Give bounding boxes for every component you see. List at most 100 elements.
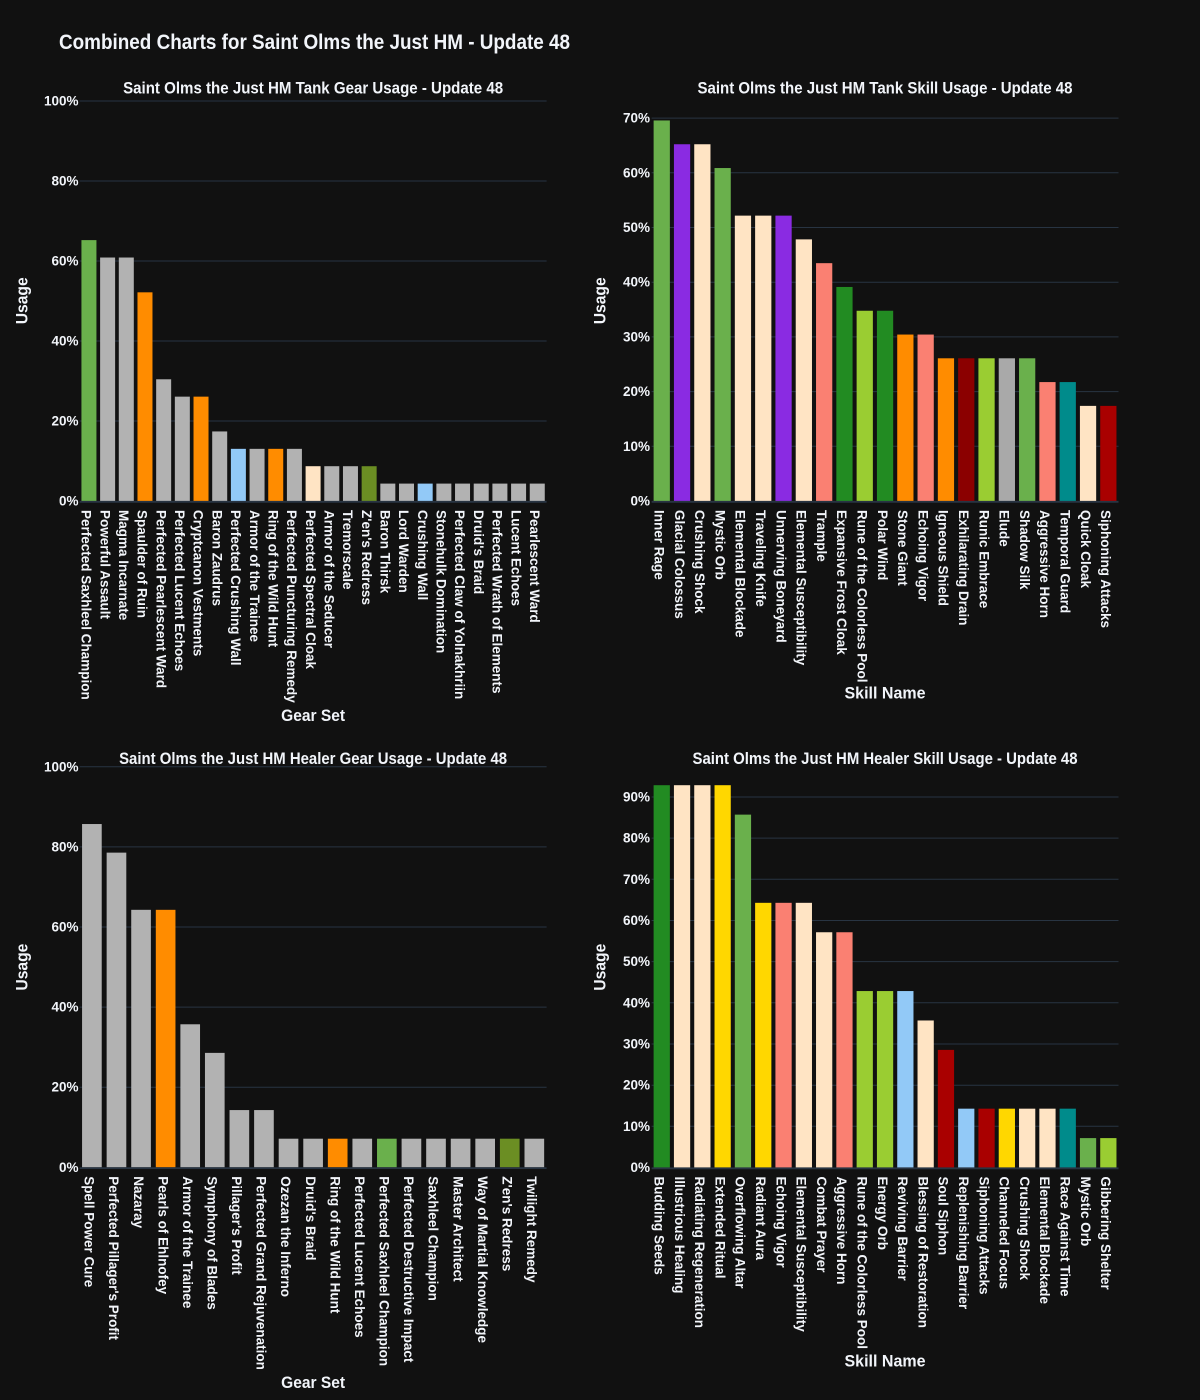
svg-text:Cryptcanon Vestments: Cryptcanon Vestments — [191, 510, 206, 656]
svg-text:20%: 20% — [51, 1080, 78, 1095]
svg-text:Spaulder of Ruin: Spaulder of Ruin — [135, 510, 150, 618]
svg-text:Combined Charts for Saint Olms: Combined Charts for Saint Olms the Just … — [59, 31, 570, 54]
svg-text:Perfected Spectral Cloak: Perfected Spectral Cloak — [303, 510, 318, 670]
svg-text:Quick Cloak: Quick Cloak — [1078, 510, 1093, 589]
svg-text:Channeled Focus: Channeled Focus — [997, 1177, 1012, 1290]
svg-text:0%: 0% — [630, 494, 650, 509]
svg-text:Soul Siphon: Soul Siphon — [936, 1177, 951, 1256]
svg-text:0%: 0% — [59, 494, 79, 509]
svg-text:60%: 60% — [51, 254, 78, 269]
svg-text:Saint Olms the Just HM Tank Sk: Saint Olms the Just HM Tank Skill Usage … — [698, 79, 1073, 98]
svg-text:Crushing Shock: Crushing Shock — [1017, 1177, 1032, 1281]
svg-text:Baron Zaudrus: Baron Zaudrus — [209, 510, 224, 606]
svg-text:Nazaray: Nazaray — [131, 1176, 146, 1228]
svg-text:Armor of the Seducer: Armor of the Seducer — [321, 510, 336, 649]
svg-text:Crushing Shock: Crushing Shock — [692, 510, 707, 614]
svg-text:Master Architect: Master Architect — [450, 1176, 465, 1282]
svg-text:Perfected Saxhleel Champion: Perfected Saxhleel Champion — [79, 510, 94, 700]
svg-text:Pearls of Ehlnofey: Pearls of Ehlnofey — [155, 1176, 170, 1294]
svg-text:Baron Thirsk: Baron Thirsk — [378, 510, 393, 594]
svg-text:70%: 70% — [623, 872, 650, 887]
svg-text:Twilight Remedy: Twilight Remedy — [524, 1176, 539, 1283]
svg-text:90%: 90% — [623, 790, 650, 805]
svg-text:80%: 80% — [623, 831, 650, 846]
svg-text:Pillager's Profit: Pillager's Profit — [229, 1176, 244, 1275]
svg-text:Polar Wind: Polar Wind — [875, 510, 890, 580]
svg-text:20%: 20% — [51, 414, 78, 429]
svg-text:Stone Giant: Stone Giant — [895, 510, 910, 586]
svg-text:Pearlescent Ward: Pearlescent Ward — [527, 510, 542, 623]
svg-text:Ring of the Wild Hunt: Ring of the Wild Hunt — [265, 510, 280, 648]
svg-text:100%: 100% — [44, 94, 79, 109]
svg-text:Siphoning Attacks: Siphoning Attacks — [976, 1177, 991, 1295]
svg-text:Igneous Shield: Igneous Shield — [936, 510, 951, 606]
svg-text:Armor of the Trainee: Armor of the Trainee — [247, 510, 262, 643]
svg-text:Perfected Lucent Echoes: Perfected Lucent Echoes — [352, 1176, 367, 1337]
svg-text:Elude: Elude — [997, 510, 1012, 547]
svg-text:Ring of the Wild Hunt: Ring of the Wild Hunt — [327, 1176, 342, 1314]
svg-text:Usage: Usage — [13, 944, 32, 991]
svg-text:10%: 10% — [623, 1119, 650, 1134]
svg-text:Echoing Vigor: Echoing Vigor — [915, 510, 930, 602]
svg-text:Elemental Blockade: Elemental Blockade — [1037, 1177, 1052, 1305]
svg-text:Elemental Susceptibility: Elemental Susceptibility — [794, 1177, 809, 1333]
svg-text:Rune of the Colorless Pool: Rune of the Colorless Pool — [854, 1177, 869, 1350]
svg-text:Expansive Frost Cloak: Expansive Frost Cloak — [834, 510, 849, 655]
svg-text:40%: 40% — [623, 995, 650, 1010]
svg-text:Perfected Destructive Impact: Perfected Destructive Impact — [401, 1176, 416, 1363]
svg-text:Perfected Crushing Wall: Perfected Crushing Wall — [228, 510, 243, 666]
svg-text:Overflowing Altar: Overflowing Altar — [733, 1177, 748, 1290]
svg-text:Saint Olms the Just HM Healer: Saint Olms the Just HM Healer Skill Usag… — [693, 749, 1078, 768]
svg-text:Druid's Braid: Druid's Braid — [303, 1176, 318, 1260]
svg-text:Radiant Aura: Radiant Aura — [753, 1177, 768, 1261]
svg-text:Tremorscale: Tremorscale — [340, 510, 355, 590]
svg-text:Radiating Regeneration: Radiating Regeneration — [692, 1177, 707, 1329]
svg-text:20%: 20% — [623, 1078, 650, 1093]
svg-text:Z'en's Redress: Z'en's Redress — [499, 1176, 514, 1271]
svg-text:Skill Name: Skill Name — [845, 683, 926, 702]
svg-text:30%: 30% — [623, 329, 650, 344]
svg-text:Gear Set: Gear Set — [281, 706, 345, 725]
svg-text:Elemental Blockade: Elemental Blockade — [733, 510, 748, 638]
svg-text:40%: 40% — [623, 275, 650, 290]
svg-text:Race Against Time: Race Against Time — [1057, 1177, 1072, 1298]
svg-text:Skill Name: Skill Name — [845, 1352, 926, 1371]
svg-text:Magma Incarnate: Magma Incarnate — [116, 510, 131, 621]
svg-text:Z'en's Redress: Z'en's Redress — [359, 510, 374, 605]
svg-text:Elemental Susceptibility: Elemental Susceptibility — [794, 510, 809, 666]
svg-text:20%: 20% — [623, 384, 650, 399]
svg-text:Illustrious Healing: Illustrious Healing — [672, 1177, 687, 1294]
svg-text:60%: 60% — [51, 920, 78, 935]
svg-text:30%: 30% — [623, 1037, 650, 1052]
svg-text:Perfected Grand Rejuvenation: Perfected Grand Rejuvenation — [254, 1176, 269, 1370]
svg-text:Perfected Pillager's Profit: Perfected Pillager's Profit — [106, 1176, 121, 1340]
svg-text:Stonehulk Domination: Stonehulk Domination — [434, 510, 449, 653]
svg-text:Unnerving Boneyard: Unnerving Boneyard — [773, 510, 788, 643]
svg-text:Glacial Colossus: Glacial Colossus — [672, 510, 687, 619]
svg-text:Way of Martial Knowledge: Way of Martial Knowledge — [475, 1176, 490, 1343]
svg-text:Blessing of Restoration: Blessing of Restoration — [915, 1177, 930, 1329]
svg-text:Replenishing Barrier: Replenishing Barrier — [956, 1177, 971, 1311]
svg-text:Aggressive Horn: Aggressive Horn — [1037, 510, 1052, 618]
svg-text:100%: 100% — [44, 759, 79, 774]
svg-text:60%: 60% — [623, 165, 650, 180]
svg-text:Gibbering Shelter: Gibbering Shelter — [1098, 1177, 1113, 1291]
svg-text:Aggressive Horn: Aggressive Horn — [834, 1177, 849, 1285]
svg-text:0%: 0% — [59, 1160, 79, 1175]
svg-text:Perfected Puncturing Remedy: Perfected Puncturing Remedy — [284, 510, 299, 703]
svg-text:Reviving Barrier: Reviving Barrier — [895, 1177, 910, 1282]
svg-text:Mystic Orb: Mystic Orb — [712, 510, 727, 580]
svg-text:40%: 40% — [51, 334, 78, 349]
svg-text:Ozezan the Inferno: Ozezan the Inferno — [278, 1176, 293, 1297]
svg-text:50%: 50% — [623, 220, 650, 235]
svg-text:Symphony of Blades: Symphony of Blades — [204, 1176, 219, 1310]
svg-text:Echoing Vigor: Echoing Vigor — [773, 1177, 788, 1269]
svg-text:50%: 50% — [623, 954, 650, 969]
svg-text:Gear Set: Gear Set — [281, 1373, 345, 1392]
svg-text:Perfected Lucent Echoes: Perfected Lucent Echoes — [172, 510, 187, 671]
svg-text:Temporal Guard: Temporal Guard — [1057, 510, 1072, 613]
svg-text:Perfected Saxhleel Champion: Perfected Saxhleel Champion — [377, 1176, 392, 1366]
svg-text:Trample: Trample — [814, 510, 829, 562]
svg-text:Traveling Knife: Traveling Knife — [753, 510, 768, 607]
svg-text:Usage: Usage — [591, 277, 610, 324]
